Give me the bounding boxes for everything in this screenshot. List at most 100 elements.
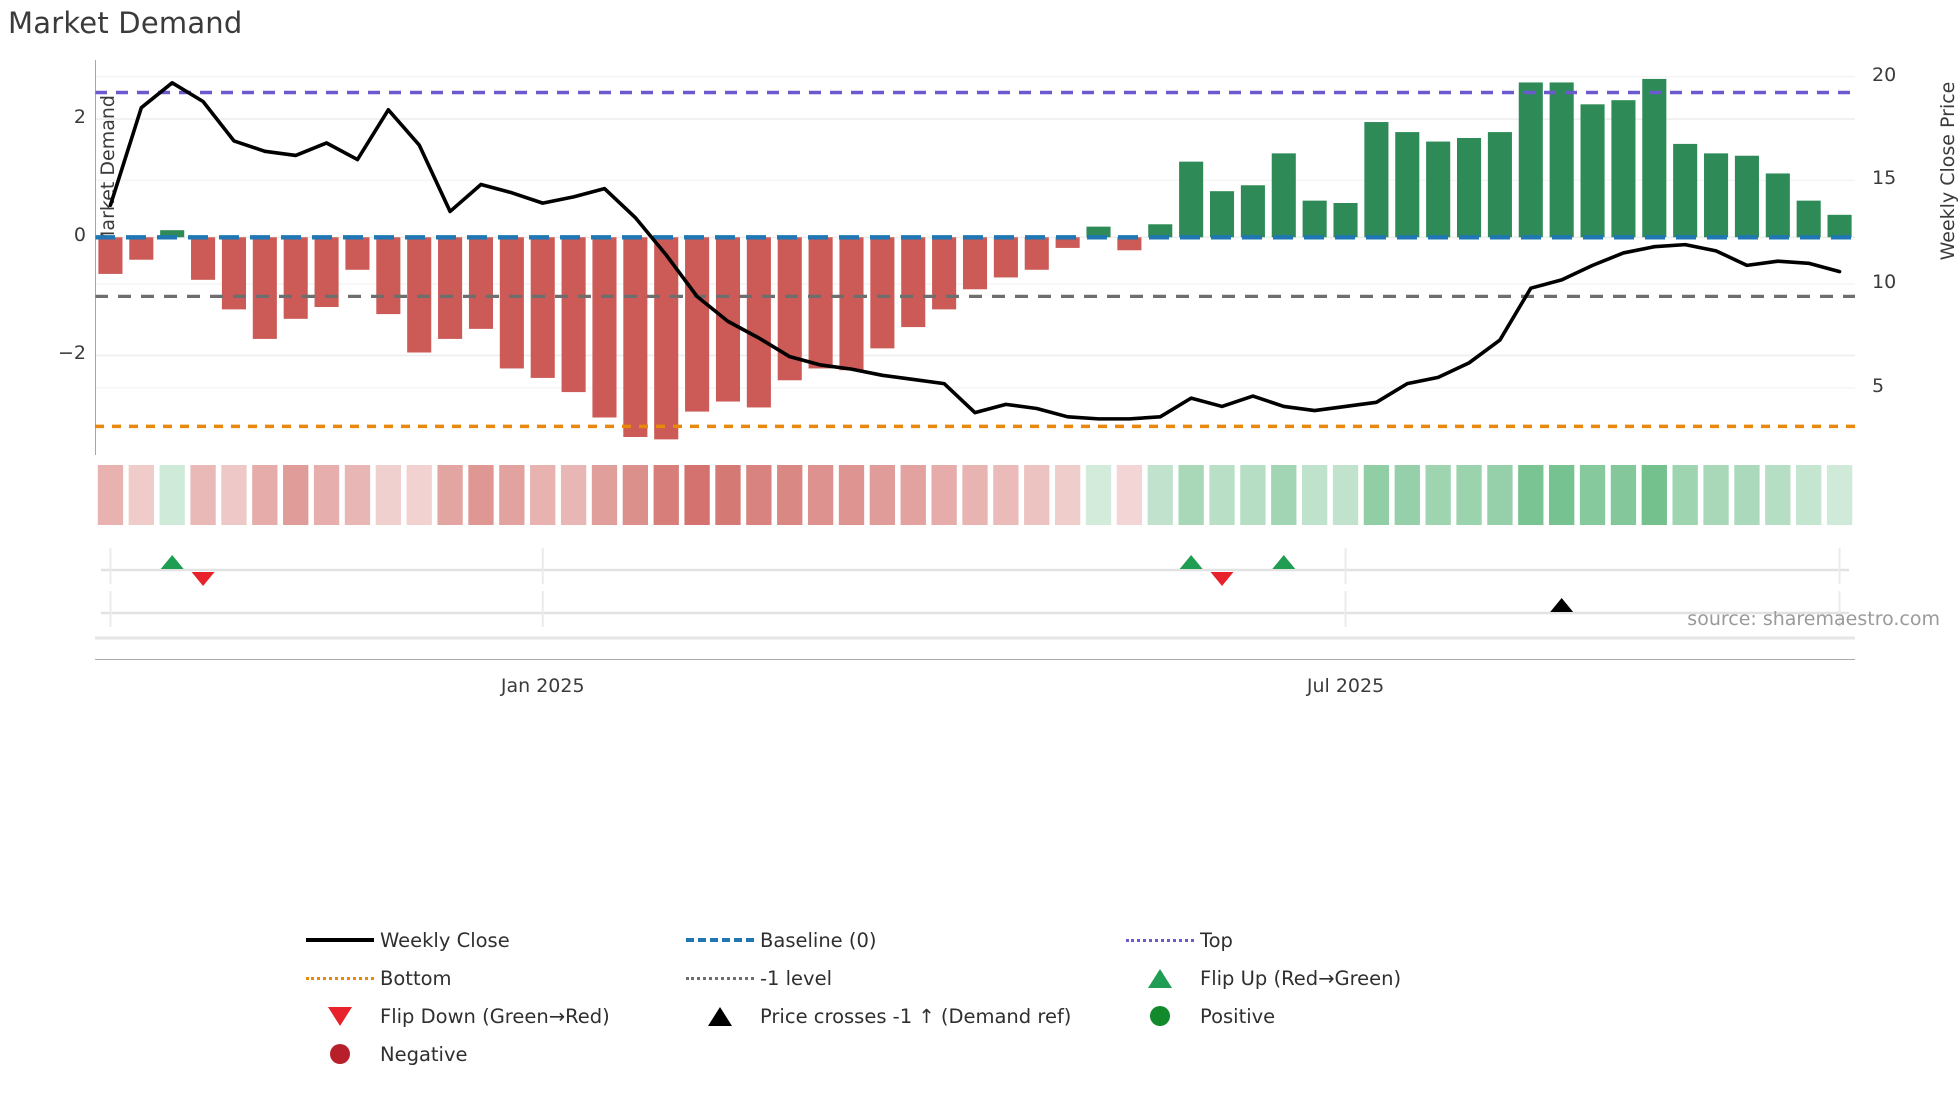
heat-strip-cell [1765, 465, 1791, 525]
heat-strip-cell [1209, 465, 1235, 525]
page-title: Market Demand [8, 6, 243, 40]
tri-up-black-icon [708, 1006, 732, 1026]
legend-item[interactable]: Weekly Close [300, 925, 680, 955]
demand-bar [376, 237, 401, 315]
legend-tri-down-red-icon [300, 1006, 380, 1026]
legend-item[interactable]: Negative [300, 1039, 680, 1069]
heat-strip-cell [777, 465, 803, 525]
demand-bar [1426, 141, 1451, 238]
heat-strip-cell [1796, 465, 1822, 525]
tri-up-green-icon [1148, 968, 1172, 988]
demand-bar [1271, 153, 1296, 238]
x-tick-label: Jul 2025 [1306, 675, 1385, 697]
heat-strip-cell [1271, 465, 1297, 525]
heat-strip-cell [746, 465, 772, 525]
demand-bar [592, 237, 617, 418]
demand-bar [1734, 155, 1759, 238]
market-demand-chart [95, 60, 1855, 660]
legend-item[interactable]: Baseline (0) [680, 925, 1120, 955]
heat-strip-cell [1579, 465, 1606, 525]
demand-bar [1765, 173, 1790, 238]
demand-bar [962, 237, 988, 290]
demand-bar [901, 237, 926, 328]
legend-tri-up-green-icon [1120, 968, 1200, 988]
heat-strip-cell [715, 465, 741, 525]
flip-up-marker [160, 555, 184, 569]
heat-strip-cell [1456, 465, 1482, 525]
demand-bar [746, 237, 771, 408]
demand-bar [1055, 237, 1080, 248]
heat-strip-cell [1363, 465, 1390, 525]
legend-tri-up-black-icon [680, 1006, 760, 1026]
flip-up-marker [1272, 555, 1296, 569]
legend-item[interactable]: Flip Up (Red→Green) [1120, 963, 1520, 993]
demand-bar [1827, 214, 1852, 238]
demand-bar [1611, 100, 1636, 238]
demand-bar [221, 237, 246, 310]
heat-strip-cell [1147, 465, 1173, 525]
legend-dot-orange-icon [300, 976, 380, 980]
heat-strip-cell [406, 465, 432, 525]
legend-item[interactable]: Bottom [300, 963, 680, 993]
heat-strip-cell [1826, 465, 1853, 525]
legend-item[interactable]: Top [1120, 925, 1520, 955]
demand-bar [808, 237, 833, 369]
flip-down-marker [1210, 572, 1234, 586]
tri-down-red-icon [328, 1006, 352, 1026]
heat-strip-cell [807, 465, 834, 525]
y-tick-right: 5 [1872, 374, 1885, 397]
demand-bar [1364, 122, 1389, 238]
demand-bar [561, 237, 586, 393]
heat-strip-cell [159, 465, 185, 525]
price-cross-marker [1550, 598, 1574, 612]
legend-line-black-icon [300, 938, 380, 942]
demand-bar [1240, 185, 1265, 238]
demand-bar [1673, 143, 1698, 238]
demand-bar [1148, 224, 1173, 238]
legend-item[interactable]: Flip Down (Green→Red) [300, 1001, 680, 1031]
chart-legend: Weekly Close Baseline (0) Top Bottom -1 leve… [300, 925, 1700, 1069]
line-black-icon [306, 938, 374, 942]
demand-bar [1549, 82, 1574, 238]
legend-label: Bottom [380, 966, 452, 990]
heat-strip-cell [283, 465, 309, 525]
legend-label: Price crosses -1 ↑ (Demand ref) [760, 1004, 1072, 1028]
heat-strip-cell [931, 465, 957, 525]
legend-dot-red-icon [300, 1044, 380, 1064]
demand-bar [1086, 226, 1111, 238]
heat-strip-cell [1301, 465, 1328, 525]
demand-bar [98, 237, 123, 274]
demand-bar [499, 237, 524, 369]
demand-bar [1580, 104, 1605, 238]
heat-strip-cell [468, 465, 494, 525]
legend-item[interactable]: Price crosses -1 ↑ (Demand ref) [680, 1001, 1120, 1031]
demand-bar [870, 237, 895, 349]
heat-strip-cell [1024, 465, 1050, 525]
x-tick-label: Jan 2025 [500, 675, 585, 697]
dot-red-icon [330, 1044, 350, 1064]
demand-bar [1179, 161, 1204, 238]
demand-bar [1456, 138, 1482, 238]
legend-item[interactable]: -1 level [680, 963, 1120, 993]
heat-strip-cell [1085, 465, 1112, 525]
heat-strip-cell [900, 465, 926, 525]
weekly-close-line [108, 81, 1842, 421]
heat-strip-cell [684, 465, 710, 525]
heat-strip-cell [252, 465, 278, 525]
heat-strip-cell [653, 465, 679, 525]
y-axis-label-right: Weekly Close Price [1937, 81, 1959, 261]
legend-dash-blue-icon [680, 938, 760, 942]
flip-up-marker [1179, 555, 1203, 569]
legend-label: Negative [380, 1042, 468, 1066]
heat-strip-cell [1672, 465, 1698, 525]
heat-strip-cell [622, 465, 649, 525]
legend-item[interactable]: Positive [1120, 1001, 1520, 1031]
demand-bar [1209, 191, 1235, 238]
demand-bar [1117, 237, 1142, 251]
heat-strip-cell [1703, 465, 1729, 525]
demand-bar [1024, 237, 1049, 270]
demand-bar [129, 237, 154, 260]
heat-strip-cell [437, 465, 463, 525]
y-tick-left: 2 [73, 106, 86, 129]
